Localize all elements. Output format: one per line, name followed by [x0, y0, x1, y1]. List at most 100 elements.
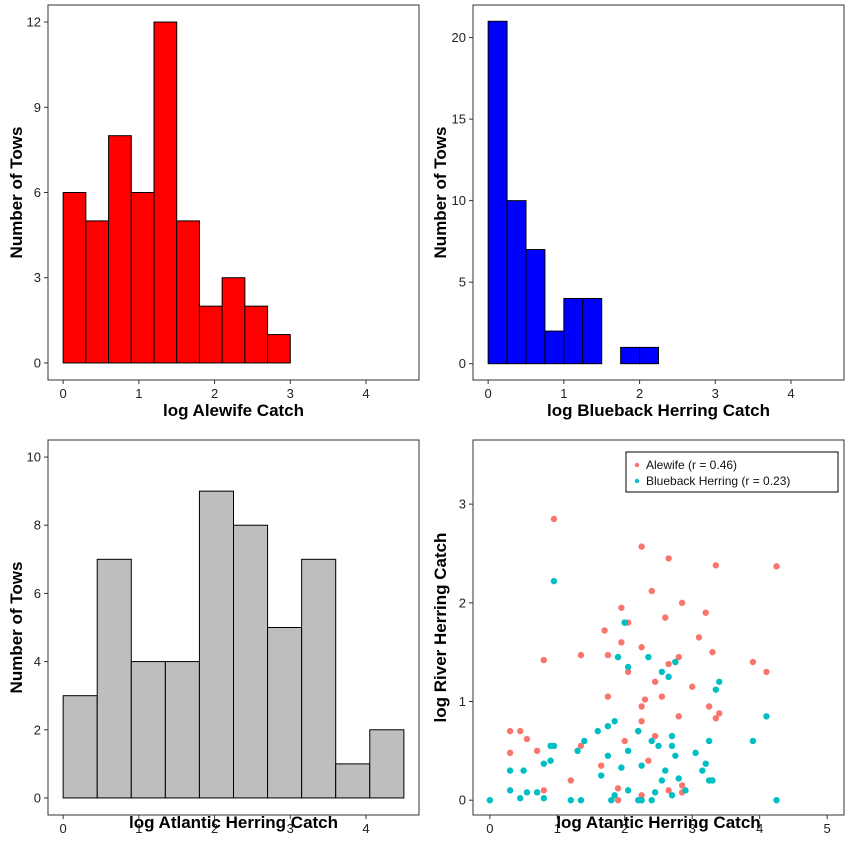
scatter-point-alewife	[577, 742, 585, 750]
histogram-bar	[267, 627, 303, 799]
scatter-point-blueback	[645, 653, 652, 661]
scatter-point-blueback	[614, 653, 622, 661]
scatter-point-blueback	[506, 767, 514, 774]
histogram-bar	[153, 21, 178, 364]
x-axis-title: log Blueback Herring Catch	[547, 401, 770, 420]
histogram-bar	[544, 330, 565, 365]
scatter-point-blueback	[540, 795, 548, 802]
scatter-point-blueback	[581, 737, 588, 745]
scatter-point-blueback	[665, 673, 672, 681]
x-tick-label: 1	[554, 821, 561, 836]
scatter-point-blueback	[608, 796, 615, 804]
legend-key	[634, 478, 640, 484]
histogram-bar	[176, 220, 200, 364]
scatter-point-alewife	[614, 785, 622, 792]
scatter-point-blueback	[635, 727, 642, 735]
scatter-point-blueback	[662, 767, 669, 774]
scatter-point-alewife	[638, 792, 645, 799]
x-tick-label: 3	[712, 386, 719, 401]
scatter-point-blueback	[638, 762, 645, 769]
histogram-bar	[221, 277, 246, 364]
scatter-point-blueback	[506, 787, 514, 794]
scatter-point-alewife	[712, 715, 720, 722]
scatter-point-blueback	[702, 760, 709, 767]
scatter-point-alewife	[621, 737, 628, 745]
scatter-point-alewife	[567, 777, 575, 784]
scatter-point-blueback	[668, 742, 676, 750]
scatter-point-alewife	[702, 609, 709, 616]
histogram-bar	[620, 346, 641, 365]
x-tick-label: 0	[486, 821, 493, 836]
scatter-point-blueback	[658, 777, 666, 784]
scatter-point-alewife	[638, 718, 645, 725]
scatter-point-alewife	[604, 693, 612, 700]
histogram-bar	[506, 200, 527, 365]
scatter-point-blueback	[594, 727, 601, 735]
scatter-point-alewife	[550, 515, 558, 523]
scatter-point-alewife	[689, 683, 696, 690]
scatter-point-blueback	[621, 619, 628, 626]
histogram-bar	[301, 558, 337, 799]
scatter-point-blueback	[682, 787, 689, 794]
scatter-point-alewife	[678, 782, 686, 789]
scatter-point-blueback	[763, 713, 770, 720]
scatter-point-blueback	[699, 767, 706, 774]
x-tick-label: 4	[787, 386, 794, 401]
scatter-point-blueback	[648, 737, 655, 745]
histogram-bar	[244, 305, 269, 364]
scatter-point-alewife	[641, 696, 649, 703]
x-axis-title: log Alewife Catch	[163, 401, 304, 420]
scatter-point-blueback	[705, 737, 713, 745]
scatter-point-alewife	[705, 703, 713, 710]
y-tick-label: 10	[27, 450, 41, 465]
scatter-point-blueback	[672, 658, 679, 666]
y-axis-title: Number of Tows	[431, 127, 450, 259]
scatter-point-blueback	[716, 678, 723, 685]
scatter-point-alewife	[749, 658, 757, 666]
scatter-point-blueback	[624, 787, 632, 794]
panel-2: 0 5 10 15 20 0 1 2 3 4 log Blueback Herring Catch N…	[431, 4, 845, 420]
histogram-bar	[62, 695, 98, 799]
scatter-point-alewife	[645, 757, 652, 764]
histogram-bar	[563, 297, 584, 365]
y-axis-title: Number of Tows	[7, 127, 26, 259]
x-tick-label: 2	[211, 386, 218, 401]
scatter-point-alewife	[540, 787, 548, 794]
y-tick-label: 6	[34, 185, 41, 200]
scatter-point-alewife	[665, 660, 672, 668]
scatter-point-alewife	[662, 614, 669, 621]
scatter-point-alewife	[601, 627, 608, 634]
scatter-point-alewife	[651, 678, 659, 685]
x-tick-label: 5	[824, 821, 831, 836]
histogram-bar	[164, 661, 200, 799]
histogram-bar	[582, 297, 603, 365]
scatter-point-alewife	[678, 599, 686, 607]
scatter-point-alewife	[577, 651, 585, 659]
scatter-point-blueback	[618, 764, 625, 771]
scatter-point-alewife	[533, 747, 541, 755]
y-tick-label: 4	[34, 654, 41, 669]
histogram-bar	[369, 729, 405, 799]
x-tick-label: 0	[60, 386, 67, 401]
histogram-bar	[85, 220, 110, 364]
x-tick-label: 1	[560, 386, 567, 401]
scatter-point-blueback	[604, 722, 612, 730]
scatter-point-alewife	[651, 732, 659, 740]
scatter-point-alewife	[665, 787, 672, 794]
scatter-point-alewife	[614, 796, 622, 804]
scatter-point-blueback	[648, 796, 655, 804]
y-tick-label: 20	[452, 30, 466, 45]
scatter-point-alewife	[658, 693, 666, 700]
histogram-bar	[233, 524, 269, 799]
y-tick-label: 15	[452, 112, 466, 127]
x-tick-label: 3	[689, 821, 696, 836]
scatter-point-alewife	[648, 587, 655, 595]
scatter-point-blueback	[523, 789, 531, 796]
scatter-point-blueback	[604, 752, 612, 759]
scatter-point-blueback	[668, 792, 676, 799]
scatter-point-alewife	[695, 634, 703, 641]
x-tick-label: 3	[287, 821, 294, 836]
histogram-bar	[130, 192, 155, 364]
scatter-point-alewife	[638, 703, 645, 710]
histogram-bar	[198, 490, 235, 799]
